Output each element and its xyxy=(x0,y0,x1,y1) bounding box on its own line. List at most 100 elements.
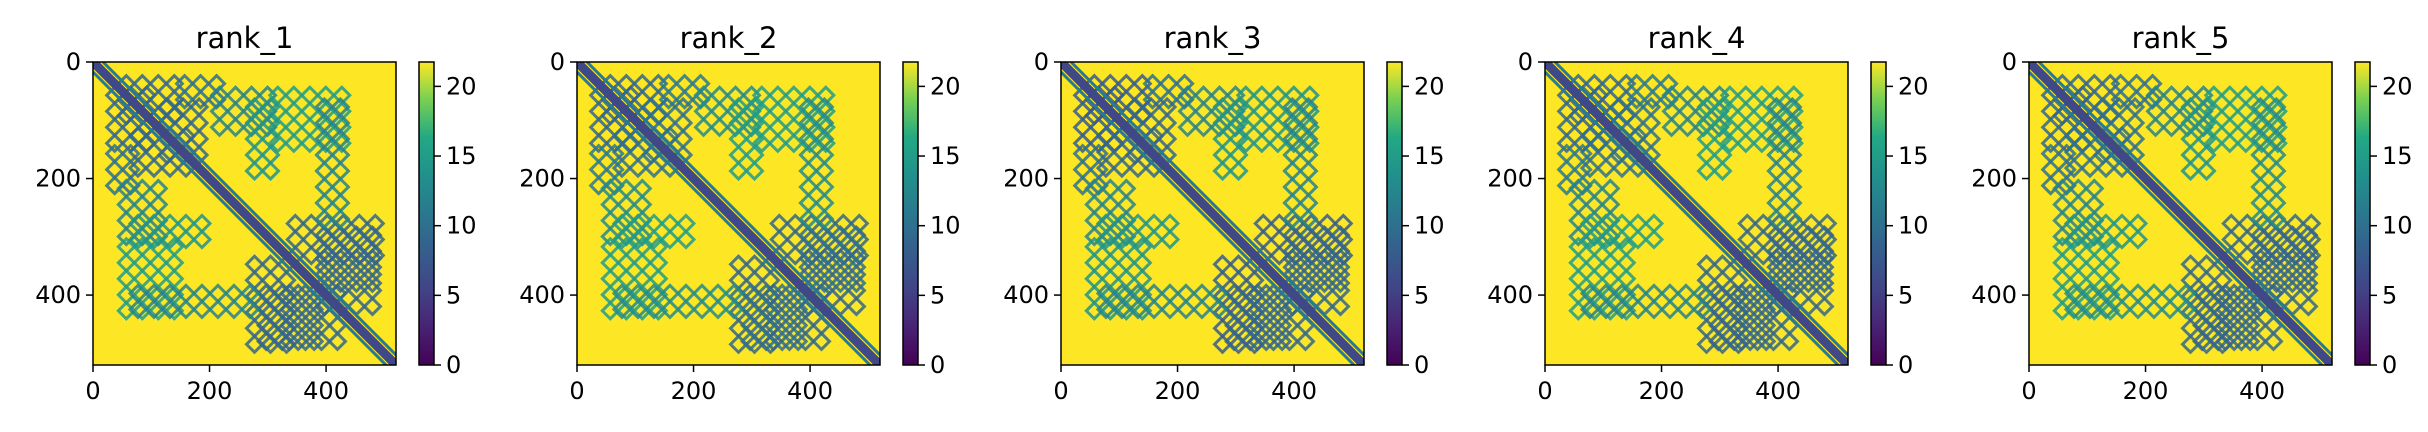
contact-feature-mirror-3 xyxy=(1156,128,1178,150)
contact-feature-4 xyxy=(1225,85,1246,106)
contact-feature-mirror-4 xyxy=(2084,194,2105,215)
colorbar-tick-label: 10 xyxy=(1414,212,1445,240)
contact-feature-mirror-1 xyxy=(1104,85,1125,106)
contact-feature-mirror-1 xyxy=(620,85,641,106)
contact-feature-mirror-4 xyxy=(148,194,169,215)
contact-feature-mirror-5 xyxy=(164,268,185,289)
colorbar-tick-label: 20 xyxy=(1414,72,1445,100)
contact-feature-mirror-9 xyxy=(330,176,351,198)
heatmap-image xyxy=(93,62,396,365)
contact-feature-mirror-9 xyxy=(1298,128,1319,150)
contact-feature-mirror-7 xyxy=(2263,331,2284,352)
contact-feature-mirror-5 xyxy=(648,236,669,257)
diagonal-band-lower-edge xyxy=(1061,70,1356,365)
contact-feature-mirror-10 xyxy=(2196,160,2217,182)
contact-feature-8 xyxy=(788,331,809,352)
contact-feature-mirror-8 xyxy=(2298,257,2319,278)
contact-feature-8 xyxy=(788,299,809,320)
contact-feature-mirror-8 xyxy=(1330,257,1351,278)
contact-feature-mirror-5 xyxy=(164,252,185,273)
diagonal-band-upper-edge xyxy=(1069,62,1364,357)
contact-feature-mirror-9 xyxy=(814,96,835,118)
contact-feature-mirror-10 xyxy=(260,112,281,134)
plot-frame xyxy=(92,61,397,366)
contact-feature-mirror-7 xyxy=(327,331,348,352)
contact-feature-mirror-4 xyxy=(1116,178,1137,199)
contact-feature-mirror-3 xyxy=(1640,112,1662,134)
contact-feature-mirror-9 xyxy=(2266,96,2287,118)
plot-frame xyxy=(2028,61,2333,366)
contact-feature-7 xyxy=(362,280,383,301)
contact-feature-mirror-10 xyxy=(744,128,765,150)
y-tick-label: 0 xyxy=(1034,48,1049,76)
colorbar-tick-label: 15 xyxy=(2382,142,2413,170)
contact-feature-mirror-9 xyxy=(814,208,835,230)
contact-feature-mirror-10 xyxy=(744,160,765,182)
colorbar-tick-label: 5 xyxy=(2382,281,2397,309)
contact-feature-mirror-5 xyxy=(1132,236,1153,257)
y-tick-label: 200 xyxy=(1487,165,1533,193)
contact-feature-7 xyxy=(2298,280,2319,301)
chart-title: rank_2 xyxy=(680,21,778,55)
contact-feature-mirror-9 xyxy=(1782,128,1803,150)
contact-feature-mirror-2 xyxy=(120,143,141,164)
contact-feature-8 xyxy=(1756,299,1777,320)
contact-feature-mirror-10 xyxy=(2196,128,2217,150)
x-tick-label: 400 xyxy=(1271,377,1317,405)
contact-feature-mirror-10 xyxy=(2196,96,2217,118)
y-tick-label: 400 xyxy=(1971,281,2017,309)
colorbar-tick-label: 0 xyxy=(446,351,461,379)
contact-feature-mirror-3 xyxy=(2124,112,2146,134)
contact-feature-mirror-9 xyxy=(2266,128,2287,150)
colorbar-tick-label: 0 xyxy=(2382,351,2397,379)
diagonal-band xyxy=(1061,62,1364,365)
contact-feature-mirror-9 xyxy=(330,208,351,230)
diagonal-band-lower-edge xyxy=(2029,70,2324,365)
contact-feature-7 xyxy=(1330,296,1351,317)
contact-feature-8 xyxy=(2240,331,2261,352)
y-tick-label: 400 xyxy=(1003,281,1049,309)
contact-feature-8 xyxy=(1272,315,1293,336)
contact-feature-mirror-3 xyxy=(1640,128,1662,150)
contact-feature-mirror-4 xyxy=(632,194,653,215)
contact-feature-10 xyxy=(1643,213,1665,234)
contact-feature-mirror-1 xyxy=(136,85,157,106)
contact-feature-mirror-5 xyxy=(2100,252,2121,273)
contact-feature-10 xyxy=(675,213,697,234)
colorbar xyxy=(902,61,919,366)
chart-title: rank_3 xyxy=(1164,21,1262,55)
contact-feature-mirror-10 xyxy=(1228,96,1249,118)
colorbar-tick-label: 20 xyxy=(2382,72,2413,100)
y-tick-label: 400 xyxy=(1487,281,1533,309)
x-tick-label: 0 xyxy=(569,377,584,405)
contact-feature-mirror-2 xyxy=(1572,159,1593,180)
y-tick-label: 0 xyxy=(1518,48,1533,76)
contact-feature-mirror-9 xyxy=(2266,112,2287,134)
colorbar-tick-label: 15 xyxy=(446,142,477,170)
contact-feature-2 xyxy=(1174,73,1195,94)
contact-feature-mirror-3 xyxy=(672,128,694,150)
heatmap-panel-2: rank_2 0 200 400 0 200 400 0 5 10 15 20 xyxy=(519,21,960,405)
colorbar xyxy=(1386,61,1403,366)
colorbar-tick-label: 0 xyxy=(1898,351,1913,379)
plot-frame xyxy=(1544,61,1849,366)
contact-feature-mirror-2 xyxy=(604,143,625,164)
contact-feature-mirror-10 xyxy=(260,144,281,166)
contact-feature-mirror-10 xyxy=(260,128,281,150)
contact-feature-mirror-3 xyxy=(188,96,210,118)
diagonal-band-upper-edge xyxy=(2037,62,2332,357)
contact-feature-mirror-9 xyxy=(330,160,351,182)
contact-feature-mirror-8 xyxy=(1814,241,1835,262)
x-tick-label: 200 xyxy=(1155,377,1201,405)
contact-feature-mirror-8 xyxy=(362,225,383,246)
contact-feature-mirror-9 xyxy=(2266,144,2287,166)
contact-feature-9 xyxy=(1691,283,1713,304)
contact-feature-1 xyxy=(164,73,185,94)
contact-feature-mirror-9 xyxy=(1782,192,1803,214)
y-tick-label: 400 xyxy=(519,281,565,309)
diagonal-band xyxy=(93,62,396,365)
contact-feature-mirror-2 xyxy=(2056,143,2077,164)
contact-feature-1 xyxy=(1616,73,1637,94)
contact-feature-mirror-7 xyxy=(1295,331,1316,352)
contact-feature-1 xyxy=(2100,73,2121,94)
